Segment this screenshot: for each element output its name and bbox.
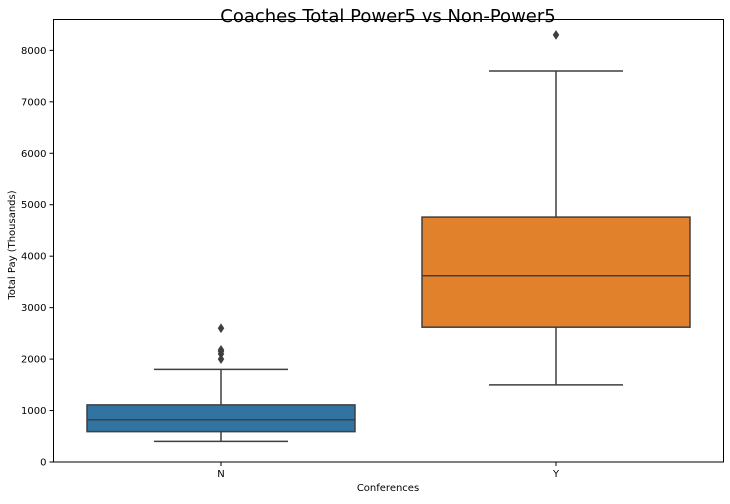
y-tick-label: 2000 [21, 355, 46, 366]
y-tick-label: 4000 [21, 252, 46, 263]
y-tick-label: 7000 [21, 97, 46, 108]
iqr-box [421, 216, 691, 328]
x-tick-label: Y [552, 469, 560, 480]
box-N [86, 323, 356, 443]
box-series [86, 29, 691, 443]
y-axis-label: Total Pay (Thousands) [7, 190, 18, 300]
y-tick-label: 1000 [21, 406, 46, 417]
chart-title: Coaches Total Power5 vs Non-Power5 [220, 6, 555, 27]
y-axis: 0 1000 2000 3000 4000 5000 6000 7000 8000 [21, 46, 54, 469]
x-axis-label: Conferences [357, 483, 419, 494]
plot-frame [53, 19, 724, 463]
outlier-point [217, 354, 225, 365]
y-tick-label: 8000 [21, 46, 46, 57]
y-tick-label: 6000 [21, 149, 46, 160]
x-tick-label: N [217, 469, 224, 480]
y-tick-label: 3000 [21, 303, 46, 314]
outlier-point [217, 344, 225, 355]
box-Y [421, 29, 691, 386]
iqr-box [86, 404, 356, 433]
y-tick-label: 0 [40, 458, 46, 469]
outlier-point [552, 29, 560, 40]
y-tick-label: 5000 [21, 200, 46, 211]
outlier-point [217, 323, 225, 334]
